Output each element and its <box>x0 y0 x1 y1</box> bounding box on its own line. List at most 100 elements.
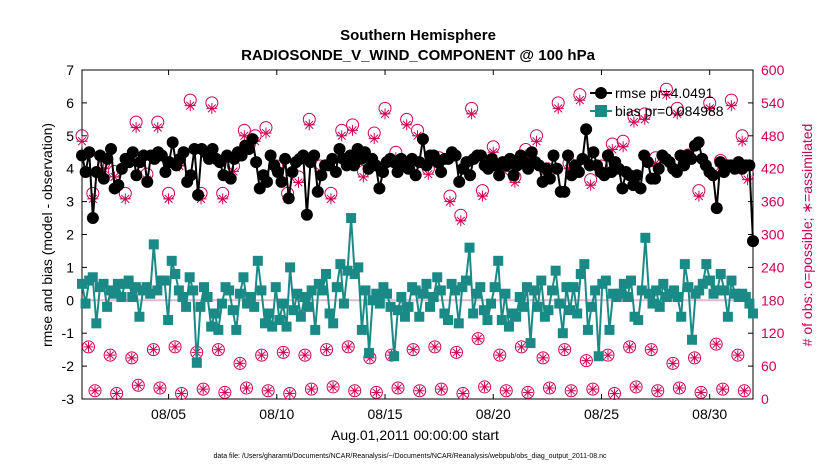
rmse-point <box>206 142 219 155</box>
assimilated-count-point <box>134 381 143 390</box>
rmse-point <box>112 179 125 192</box>
assimilated-count-point <box>415 386 424 395</box>
bias-point <box>396 292 407 303</box>
rmse-point <box>123 156 136 169</box>
possible-count-point <box>478 380 492 394</box>
bias-point <box>227 305 238 316</box>
bias-point <box>310 324 321 335</box>
possible-count-point <box>326 380 340 394</box>
bias-point <box>342 265 353 276</box>
assimilated-count-point <box>199 385 208 394</box>
bias-point <box>414 311 425 322</box>
bias-point <box>141 282 152 293</box>
y-tick-label: 2 <box>66 227 74 243</box>
rmse-point <box>246 133 259 146</box>
possible-count-point <box>536 351 550 365</box>
bias-point <box>213 324 224 335</box>
assimilated-count-point <box>560 345 569 354</box>
rmse-point <box>286 165 299 178</box>
rmse-point <box>630 169 643 182</box>
bias-point <box>572 308 583 319</box>
assimilated-count-point <box>582 356 591 365</box>
legend: rmse pr=4.0491 bias pr=0.084988 <box>590 85 724 119</box>
rmse-point <box>126 146 139 159</box>
x-tick-label: 08/05 <box>151 406 186 422</box>
assimilated-count-point <box>294 178 303 187</box>
bias-point <box>127 292 138 303</box>
possible-count-point <box>456 387 470 401</box>
bias-point <box>338 298 349 309</box>
assimilated-count-point <box>727 101 736 110</box>
bias-point <box>722 311 733 322</box>
bias-point <box>500 288 511 299</box>
bias-point <box>654 301 665 312</box>
bias-point <box>245 292 256 303</box>
assimilated-count-point <box>718 385 727 394</box>
bias-point <box>428 292 439 303</box>
series-bias <box>77 213 758 368</box>
assimilated-count-point <box>629 117 639 127</box>
bias-point <box>586 301 597 312</box>
bias-point <box>744 298 755 309</box>
possible-count-point <box>428 340 442 354</box>
assimilated-count-point <box>480 383 489 391</box>
possible-count-point <box>709 337 723 351</box>
bias-point <box>604 324 615 335</box>
bias-point <box>421 278 432 289</box>
rmse-point <box>616 182 629 195</box>
possible-count-point <box>731 348 745 362</box>
bias-point <box>518 301 529 312</box>
bias-point <box>460 275 471 286</box>
possible-count-point <box>103 348 117 362</box>
assimilated-count-point <box>106 351 115 360</box>
bias-point <box>313 278 324 289</box>
possible-count-point <box>131 378 145 392</box>
bias-point <box>80 298 91 309</box>
bias-point <box>295 311 306 322</box>
assimilated-count-point <box>662 90 671 99</box>
possible-count-point <box>688 351 702 365</box>
bias-point <box>410 285 421 296</box>
assimilated-count-point <box>279 348 288 357</box>
assimilated-count-point <box>185 101 195 110</box>
bias-point <box>145 288 156 299</box>
assimilated-count-point <box>539 353 547 362</box>
possible-count-point <box>369 385 383 399</box>
assimilated-count-point <box>712 340 721 349</box>
assimilated-count-point <box>610 389 619 398</box>
obs-series-possible_mid <box>81 332 745 370</box>
rmse-point <box>308 149 321 162</box>
bias-point <box>206 321 217 332</box>
possible-count-point <box>644 343 658 357</box>
rmse-point <box>275 175 288 188</box>
y-tick-label: 5 <box>66 128 74 144</box>
bias-point <box>371 288 382 299</box>
bias-point <box>163 315 174 326</box>
rmse-point <box>540 162 553 175</box>
bias-point <box>615 288 626 299</box>
rmse-point <box>707 169 720 182</box>
bias-point <box>740 292 751 303</box>
bias-point <box>303 301 314 312</box>
bias-point <box>432 272 443 283</box>
bias-point <box>704 275 715 286</box>
rmse-point <box>507 169 520 182</box>
bias-point <box>392 305 403 316</box>
bias-point <box>568 282 579 293</box>
possible-count-point <box>716 382 730 396</box>
assimilated-count-point <box>394 384 402 392</box>
rmse-point <box>587 146 600 159</box>
bias-point <box>130 282 141 293</box>
bias-point <box>453 318 464 329</box>
assimilated-count-point <box>207 104 217 113</box>
bias-point <box>263 308 274 319</box>
rmse-point <box>329 165 342 178</box>
possible-count-point <box>666 356 680 370</box>
bias-point <box>600 275 611 286</box>
assimilated-count-point <box>705 104 714 113</box>
assimilated-count-point <box>177 389 186 398</box>
bias-point <box>216 298 227 309</box>
bias-point <box>159 275 170 286</box>
rmse-point <box>373 182 386 195</box>
rmse-point <box>282 192 295 205</box>
